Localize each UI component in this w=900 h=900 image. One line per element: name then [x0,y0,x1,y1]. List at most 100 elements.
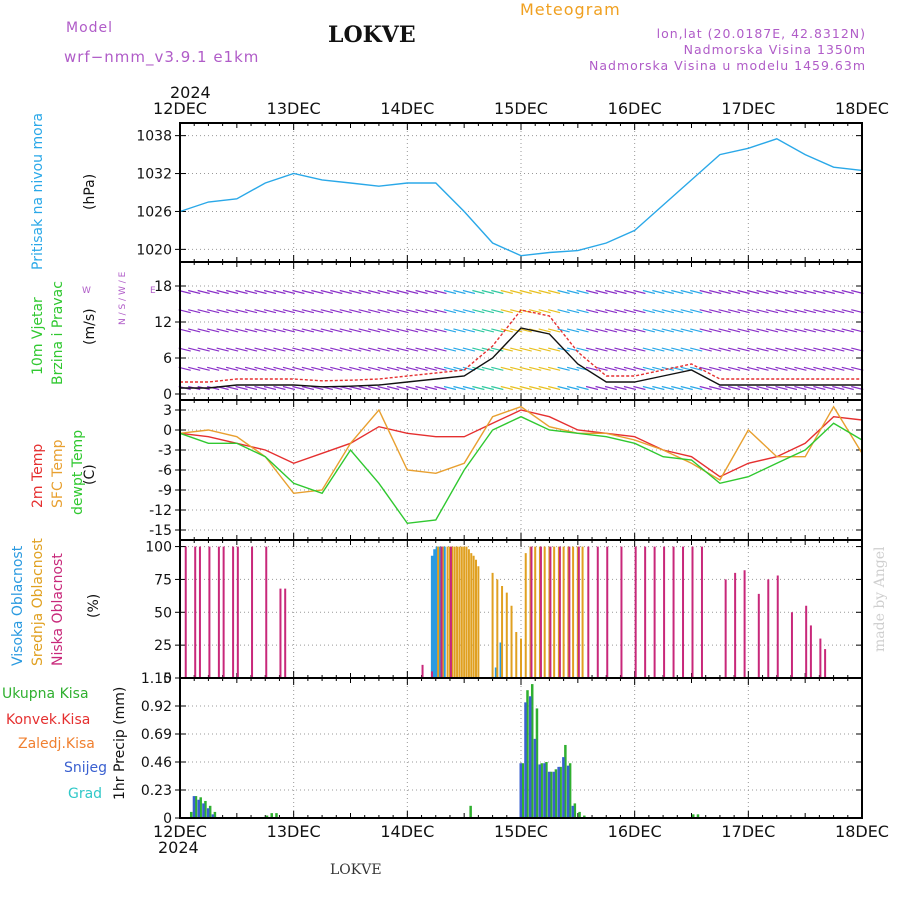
wind-arrow [775,385,788,391]
wind-arrow [614,366,627,371]
series-line [179,415,863,525]
wind-arrow [358,366,371,371]
wind-arrow [368,385,381,391]
wind-arrow [500,366,513,371]
wind-arrow [623,347,637,352]
wind-arrow [765,328,779,333]
wind-arrow [273,328,286,333]
wind-arrow [377,309,390,314]
wind-arrow [225,385,239,391]
day-label: 14DEC [380,822,435,841]
wind-arrow [368,328,381,333]
precip-bar [275,813,278,818]
wind-arrow [746,328,760,333]
wind-arrow [548,366,561,371]
wind-arrow [424,385,438,391]
wind-arrow [841,347,854,352]
wind-arrow [756,366,769,371]
y-tick-label: 1038 [136,129,172,145]
wind-arrow [775,328,788,333]
wind-arrow [358,309,371,314]
wind-arrow [472,366,485,371]
wind-arrow [500,347,513,352]
panel-frame [179,677,863,819]
wind-arrow [690,309,703,314]
wind-arrow [585,366,599,371]
day-label: 16DEC [607,99,662,118]
wind-arrow [368,366,381,371]
wind-arrow [642,385,656,391]
wind-arrow [462,309,476,314]
precip-bar [554,769,558,818]
wind-arrow [813,289,826,295]
wind-arrow [604,347,618,352]
precip-bar [270,813,273,818]
wind-arrow [557,309,570,314]
series-line [180,327,862,389]
day-label: 17DEC [721,99,776,118]
legend-snow: Snijeg [64,760,108,776]
wind-arrow [491,385,504,391]
wind-arrow [756,289,769,295]
wind-arrow [510,366,523,371]
wind-arrow [604,309,618,314]
wind-arrow [633,309,646,314]
wind-arrow [405,309,419,314]
wind-arrow [652,347,665,352]
wind-arrow [386,328,400,333]
wind-arrow [576,289,589,295]
wind-arrow [377,289,390,295]
wind-arrow [481,309,494,314]
wind-arrow [424,366,438,371]
wind-arrow [614,385,627,391]
wind-arrow [576,385,589,391]
wind-arrow [500,289,513,295]
wind-arrow [548,289,561,295]
wind-arrow [585,289,599,295]
wind-arrow [443,328,457,333]
series-line [179,409,863,478]
wind-arrow [235,309,248,314]
wind-arrow [282,289,296,295]
wind-arrow [453,289,466,295]
y-tick-label: 6 [163,351,172,367]
wind-arrow [690,366,703,371]
wind-arrow [680,289,693,295]
wind-arrow [623,309,637,314]
wind-arrow [472,347,485,352]
wind-arrow [405,385,419,391]
y-tick-label: 1032 [136,167,172,183]
wind-arrow [396,309,409,314]
wind-arrow [585,328,599,333]
wind-arrow [368,347,381,352]
wind-arrow [709,366,722,371]
wind-arrow [623,385,637,391]
precip-bar [566,765,570,818]
wind-arrow [699,328,712,333]
wind-arrow [737,328,750,333]
y-tick-label: 3 [163,403,172,419]
wind-arrow [832,309,845,314]
wind-arrow [746,366,760,371]
precip-bar [211,814,215,818]
wind-arrow [301,289,315,295]
wind-arrow [765,385,779,391]
wind-arrow [358,289,371,295]
wind-arrow [746,385,760,391]
y-tick-label: 1020 [136,242,172,258]
y-tick-label: 0 [163,811,172,827]
wind-arrow [680,385,693,391]
wind-arrow [320,309,333,314]
wind-arrow [491,309,504,314]
wind-arrow [784,328,798,333]
wind-arrow [841,385,854,391]
precip-bar [194,796,198,818]
wind-arrow [207,309,220,314]
wind-arrow [690,328,703,333]
wind-arrow [832,347,845,352]
wind-arrow [254,309,267,314]
wind-arrow [510,289,523,295]
precip-bar [204,800,207,818]
wind-arrow [566,309,580,314]
